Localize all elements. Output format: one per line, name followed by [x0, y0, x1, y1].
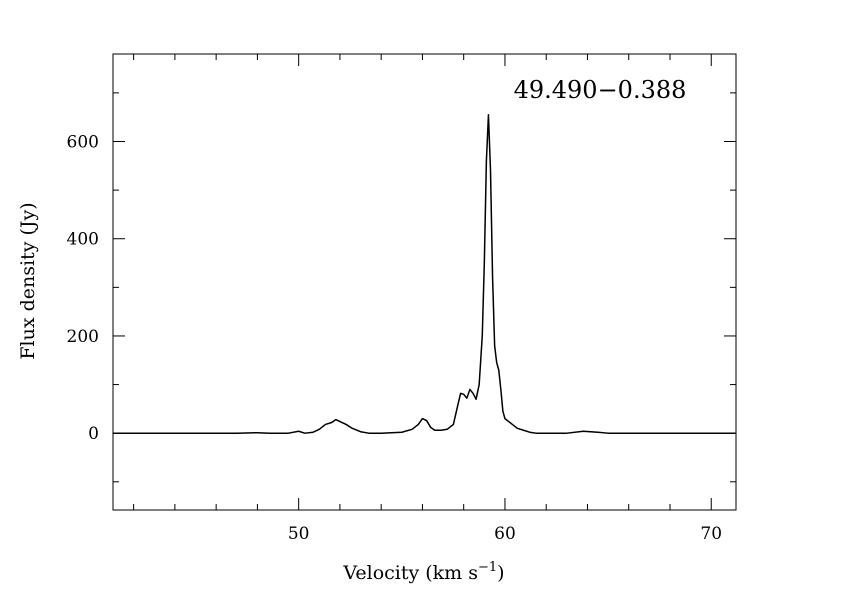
spectrum-line: [113, 114, 736, 434]
plot-border: [112, 53, 737, 511]
tick-labels: 50 60 70 0 200 400 600: [67, 133, 723, 544]
axis-ticks: [113, 54, 736, 510]
y-axis-label: Flux density (Jy): [17, 202, 39, 359]
y-tick-label: 200: [67, 327, 99, 347]
y-tick-label: 400: [67, 230, 99, 250]
x-axis-label-suffix: ): [497, 562, 504, 584]
y-tick-label: 0: [88, 424, 99, 444]
x-tick-label: 70: [700, 524, 722, 544]
plot-frame: [112, 53, 737, 511]
x-tick-label: 50: [288, 524, 310, 544]
x-axis-label-exponent: −1: [478, 560, 497, 575]
y-tick-label: 600: [67, 133, 99, 153]
x-axis-label-main: Velocity (km s: [342, 562, 478, 584]
source-annotation: 49.490−0.388: [514, 76, 687, 104]
x-tick-label: 60: [494, 524, 516, 544]
x-axis-label: Velocity (km s−1): [342, 560, 504, 584]
